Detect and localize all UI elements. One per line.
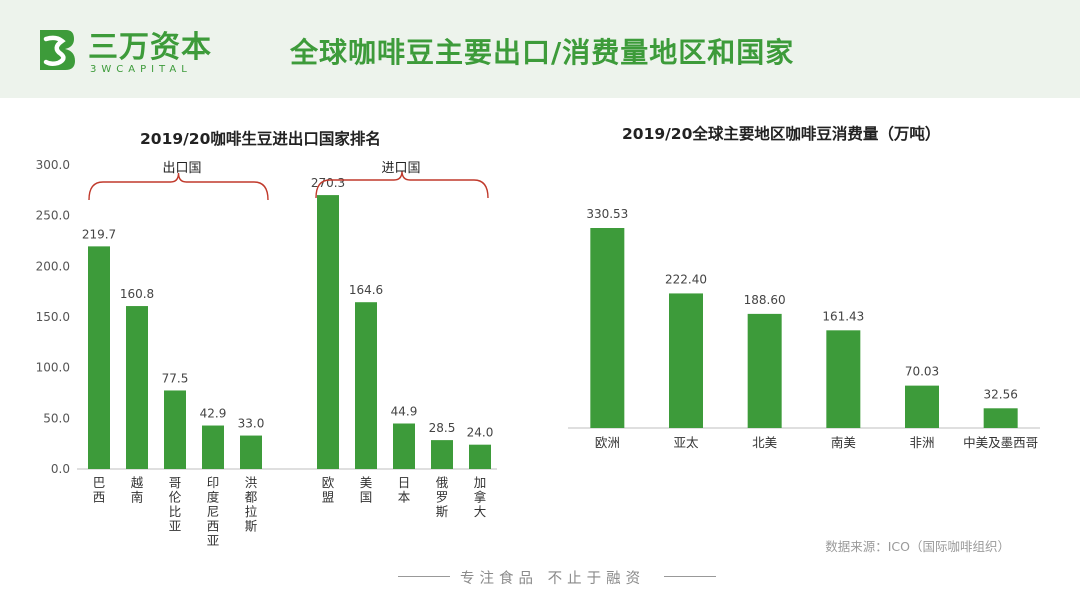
data-label: 188.60 bbox=[744, 293, 786, 307]
bar bbox=[393, 423, 415, 469]
source-note: 数据来源：ICO（国际咖啡组织） bbox=[825, 539, 1010, 554]
footer-divider-left bbox=[398, 576, 450, 577]
bar bbox=[88, 246, 110, 469]
category-label: 非洲 bbox=[909, 435, 934, 450]
y-tick-label: 0.0 bbox=[51, 462, 70, 476]
bar bbox=[355, 302, 377, 469]
category-label: 美国 bbox=[360, 475, 373, 505]
right-chart-title: 2019/20全球主要地区咖啡豆消费量（万吨） bbox=[622, 125, 941, 143]
category-label: 日本 bbox=[398, 475, 411, 505]
data-label: 70.03 bbox=[905, 365, 939, 379]
logo-text: 三万资本 bbox=[88, 30, 212, 65]
data-label: 160.8 bbox=[120, 287, 154, 301]
data-label: 222.40 bbox=[665, 272, 707, 286]
category-label: 哥伦比亚 bbox=[169, 475, 182, 534]
data-label: 24.0 bbox=[467, 426, 494, 440]
footer-slogan: 专注食品 不止于融资 bbox=[460, 571, 646, 587]
group-bracket bbox=[315, 170, 489, 199]
bar bbox=[826, 330, 861, 428]
bar bbox=[747, 313, 782, 428]
y-tick-label: 150.0 bbox=[36, 310, 70, 324]
data-label: 270.3 bbox=[311, 176, 345, 190]
bar bbox=[669, 293, 703, 428]
trade-ranking-chart: 0.0 50.0 100.0 150.0 200.0 250.0 300.0 219.7 巴西 1… bbox=[36, 158, 497, 548]
footer-divider-right bbox=[664, 576, 716, 577]
left-chart-title: 2019/20咖啡生豆进出口国家排名 bbox=[140, 130, 381, 148]
logo-subtext: 3WCAPITAL bbox=[90, 64, 192, 75]
y-tick-label: 50.0 bbox=[43, 411, 70, 425]
logo-mark-icon bbox=[40, 30, 75, 70]
data-label: 44.9 bbox=[391, 405, 418, 419]
bar bbox=[126, 306, 148, 469]
data-label: 330.53 bbox=[586, 207, 628, 221]
category-label: 中美及墨西哥 bbox=[963, 435, 1038, 450]
y-tick-label: 300.0 bbox=[36, 158, 70, 172]
bar bbox=[317, 195, 339, 469]
group-bracket bbox=[88, 172, 269, 201]
category-label: 欧洲 bbox=[595, 435, 620, 450]
group-label: 进口国 bbox=[381, 161, 420, 176]
y-tick-label: 250.0 bbox=[36, 209, 70, 223]
data-label: 32.56 bbox=[983, 387, 1017, 401]
bar bbox=[240, 435, 262, 469]
data-label: 161.43 bbox=[822, 309, 864, 323]
category-label: 欧盟 bbox=[322, 475, 335, 505]
data-label: 77.5 bbox=[162, 371, 189, 385]
y-tick-label: 100.0 bbox=[36, 361, 70, 375]
data-label: 219.7 bbox=[82, 227, 116, 241]
data-label: 33.0 bbox=[238, 417, 265, 431]
category-label: 加拿大 bbox=[474, 475, 487, 519]
group-label: 出口国 bbox=[162, 161, 201, 176]
bar bbox=[983, 408, 1018, 428]
category-label: 越南 bbox=[131, 475, 144, 505]
header-band: 三万资本 3WCAPITAL 全球咖啡豆主要出口/消费量地区和国家 bbox=[0, 0, 1080, 98]
category-label: 洪都拉斯 bbox=[245, 475, 258, 534]
consumption-chart: 330.53 欧洲 222.40 亚太 188.60 北美 161.43 南美 70.03 非洲 3… bbox=[568, 207, 1040, 450]
bar bbox=[905, 385, 939, 428]
bar bbox=[469, 444, 491, 469]
category-label: 北美 bbox=[752, 435, 777, 450]
category-label: 印度尼西亚 bbox=[207, 475, 220, 548]
bar bbox=[431, 440, 453, 469]
data-label: 164.6 bbox=[349, 283, 383, 297]
data-label: 28.5 bbox=[429, 421, 456, 435]
bar bbox=[164, 390, 186, 469]
y-tick-label: 200.0 bbox=[36, 259, 70, 273]
category-label: 俄罗斯 bbox=[436, 475, 449, 519]
data-label: 42.9 bbox=[200, 407, 227, 421]
category-label: 巴西 bbox=[93, 475, 106, 505]
category-label: 亚太 bbox=[673, 435, 699, 450]
page-title: 全球咖啡豆主要出口/消费量地区和国家 bbox=[290, 36, 795, 69]
bar bbox=[590, 228, 625, 428]
bar bbox=[202, 425, 224, 469]
category-label: 南美 bbox=[831, 435, 856, 450]
